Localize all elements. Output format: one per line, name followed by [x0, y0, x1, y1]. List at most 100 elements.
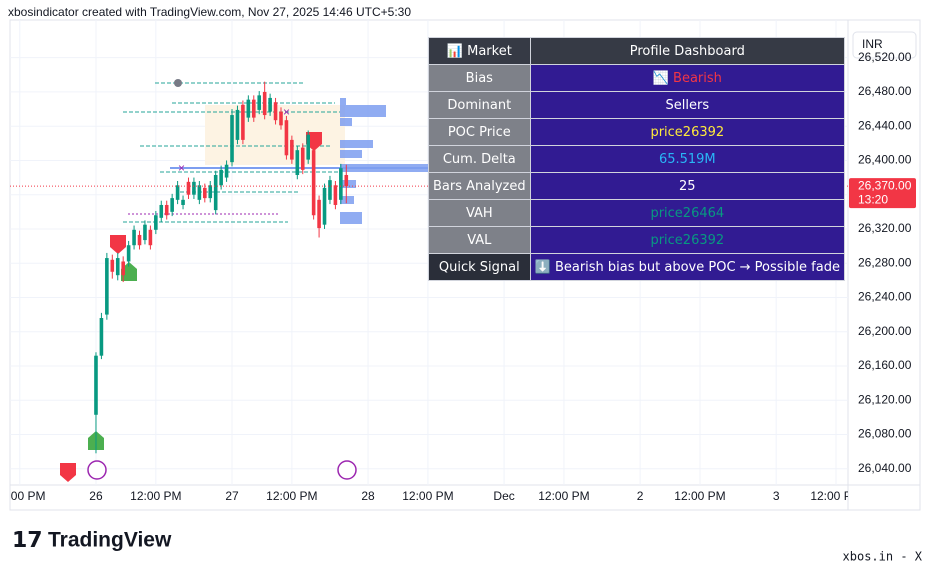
row: VAH price26464 [428, 199, 845, 227]
row-key: Bias [428, 64, 531, 92]
candle-body [273, 102, 278, 121]
candle-body [126, 245, 131, 262]
profile-bar [340, 140, 373, 148]
dashboard: 📊 Market Profile Dashboard Bias 📉 Bearish … [428, 37, 845, 281]
row: Bars Analyzed 25 [428, 172, 845, 200]
candle-body [105, 258, 109, 315]
candle-body [213, 175, 218, 211]
profile-bar [340, 118, 352, 126]
candle-body [99, 318, 104, 356]
row-value: Sellers [529, 91, 845, 119]
x-tick-label: Dec [493, 489, 514, 503]
pivot-dot [174, 79, 182, 87]
y-tick-label: 26,280.00 [858, 255, 912, 269]
row-value: 25 [529, 172, 845, 200]
candle-body [143, 224, 147, 241]
candle-body [137, 234, 142, 246]
buy-marker [121, 262, 137, 281]
candle-body [192, 181, 196, 195]
row-key: VAL [428, 226, 531, 254]
candle-body [306, 134, 310, 160]
row-value: price26392 [529, 226, 845, 254]
candle-body [311, 150, 316, 216]
candle-body [186, 181, 191, 195]
candle-body [235, 109, 240, 140]
sell-marker [306, 132, 322, 151]
sell-marker [60, 463, 76, 482]
row-value: ⬇️ Bearish bias but above POC → Possible… [529, 253, 845, 281]
currency-box[interactable] [852, 31, 917, 59]
profile-bar [340, 196, 354, 204]
currency: INR [862, 37, 883, 51]
volume-profile [340, 98, 430, 224]
candle-body [251, 99, 256, 118]
y-tick-label: 26,440.00 [858, 118, 912, 132]
row-key: Dominant [428, 91, 531, 119]
candle-body [175, 185, 180, 200]
event-icon[interactable] [87, 460, 107, 480]
row-value: 65.519M [529, 145, 845, 173]
candle-body [290, 139, 294, 160]
y-tick-label: 26,480.00 [858, 84, 912, 98]
last-price-label: 26,370.00 [858, 178, 912, 192]
candle-body [110, 259, 115, 272]
candle-body [224, 164, 229, 178]
candle-body [339, 168, 343, 200]
candle-body [181, 199, 185, 205]
candle-body [132, 229, 136, 246]
y-tick-label: 26,240.00 [858, 290, 912, 304]
candles [94, 81, 349, 454]
countdown: 13:20 [858, 192, 888, 206]
candle-body [328, 180, 332, 200]
candle-body [164, 204, 169, 216]
candle-body [333, 185, 338, 205]
x-tick-label: 28 [361, 489, 375, 503]
candle-body [154, 215, 158, 230]
x-tick-label: 2 [637, 489, 644, 503]
x-tick-label: 12:00 PM [810, 489, 861, 503]
x-tick-label: 12:00 PM [674, 489, 725, 503]
row-key: POC Price [428, 118, 531, 146]
row-key: Quick Signal [428, 253, 531, 281]
candle-body [284, 120, 289, 156]
x-tick-label: 12:00 PM [266, 489, 317, 503]
profile-bar [340, 212, 362, 224]
candle-body [344, 175, 349, 187]
row-value: price26464 [529, 199, 845, 227]
watermark: xbos.in - X [843, 550, 923, 564]
profile-bar [340, 164, 430, 172]
row-key: VAH [428, 199, 531, 227]
last-price-box [849, 178, 916, 209]
row: POC Price price26392 [428, 118, 845, 146]
y-tick-label: 26,520.00 [858, 50, 912, 64]
logo: TradingView [48, 529, 172, 552]
x-tick-label: 27 [225, 489, 239, 503]
profile-bar [340, 98, 346, 106]
row: Bias 📉 Bearish [428, 64, 845, 92]
candle-body [241, 104, 245, 140]
candle-body [170, 198, 174, 212]
dashboard-header: 📊 Market Profile Dashboard [428, 37, 845, 65]
y-tick-label: 26,200.00 [858, 324, 912, 338]
y-tick-label: 26,400.00 [858, 153, 912, 167]
row: VAL price26392 [428, 226, 845, 254]
candle-body [257, 95, 262, 110]
candle-body [121, 261, 125, 276]
row: Quick Signal ⬇️ Bearish bias but above PO… [428, 253, 845, 281]
candle-body [197, 185, 202, 200]
row-value: price26392 [529, 118, 845, 146]
tv-logo-mark: 𝟭𝟳 [12, 527, 43, 552]
event-icon[interactable] [337, 460, 357, 480]
profile-bar [340, 150, 362, 158]
candle-body [246, 99, 251, 118]
candle-body [279, 111, 283, 126]
x-tick-label: 12:00 PM [130, 489, 181, 503]
x-tick-label: 12:00 PM [538, 489, 589, 503]
candle-body [230, 115, 234, 163]
candle-body [208, 185, 213, 199]
cross-marker: × [178, 161, 185, 175]
header-cell: Profile Dashboard [529, 37, 845, 65]
cross-marker: × [283, 105, 290, 119]
x-tick-label: 12:00 PM [0, 489, 45, 503]
candle-body [159, 204, 164, 218]
